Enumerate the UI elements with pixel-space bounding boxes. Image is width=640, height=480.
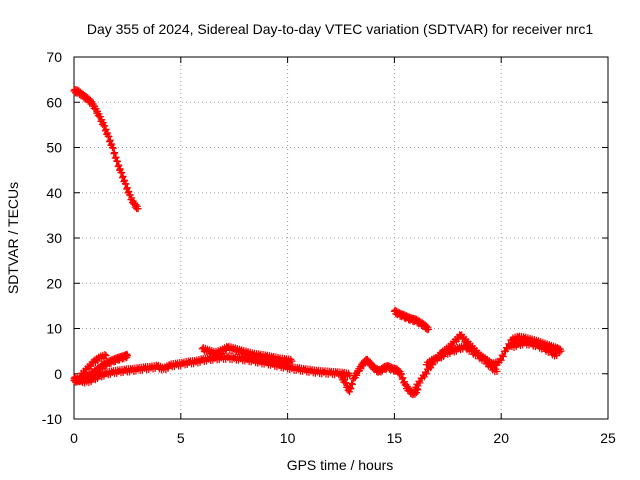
data-point bbox=[399, 374, 407, 382]
data-point bbox=[98, 116, 106, 124]
x-tick-label: 5 bbox=[177, 430, 185, 446]
x-tick-label: 15 bbox=[387, 430, 403, 446]
data-point bbox=[110, 150, 118, 158]
data-point bbox=[553, 352, 561, 360]
data-point bbox=[96, 113, 104, 121]
data-point bbox=[499, 352, 507, 360]
data-point bbox=[116, 165, 124, 173]
x-axis-title: GPS time / hours bbox=[287, 457, 394, 473]
x-tick-label: 20 bbox=[493, 430, 509, 446]
data-point bbox=[498, 351, 506, 359]
y-tick-label: 60 bbox=[46, 94, 62, 110]
axis-ticks: 0 5 10 15 20 25 -10 0 10 20 30 40 50 60 70 bbox=[42, 49, 616, 446]
data-point bbox=[132, 201, 140, 209]
data-point bbox=[412, 389, 420, 397]
data-point bbox=[122, 180, 130, 188]
data-point bbox=[112, 153, 120, 161]
data-point bbox=[493, 367, 501, 375]
data-point bbox=[504, 345, 512, 353]
data-point bbox=[347, 385, 355, 393]
data-point bbox=[425, 325, 433, 333]
data-point bbox=[128, 194, 136, 202]
data-point bbox=[102, 352, 110, 360]
data-point bbox=[348, 380, 356, 388]
data-point bbox=[422, 370, 430, 378]
y-tick-label: 0 bbox=[54, 366, 62, 382]
y-tick-label: 30 bbox=[46, 230, 62, 246]
data-point bbox=[101, 122, 109, 130]
data-point bbox=[101, 350, 109, 358]
x-tick-label: 10 bbox=[280, 430, 296, 446]
data-point bbox=[342, 379, 350, 387]
y-axis-title: SDTVAR / TECUs bbox=[5, 182, 21, 294]
y-tick-label: 20 bbox=[46, 275, 62, 291]
data-point bbox=[108, 140, 116, 148]
data-point bbox=[121, 176, 129, 184]
data-point bbox=[99, 119, 107, 127]
data-point bbox=[557, 347, 565, 355]
y-tick-label: 70 bbox=[46, 49, 62, 65]
data-point bbox=[357, 365, 365, 373]
data-point bbox=[346, 384, 354, 392]
data-point bbox=[105, 132, 113, 140]
data-point bbox=[113, 157, 121, 165]
data-point bbox=[398, 370, 406, 378]
data-point bbox=[134, 205, 142, 213]
chart-title: Day 355 of 2024, Sidereal Day-to-day VTE… bbox=[87, 21, 593, 37]
data-point bbox=[353, 371, 361, 379]
data-point bbox=[81, 369, 89, 377]
y-tick-label: 40 bbox=[46, 185, 62, 201]
data-point bbox=[87, 362, 95, 370]
data-point bbox=[108, 144, 116, 151]
data-point bbox=[109, 144, 117, 152]
data-point bbox=[115, 161, 123, 169]
data-point bbox=[288, 357, 296, 365]
grid bbox=[74, 57, 608, 419]
data-point bbox=[102, 125, 110, 133]
data-point bbox=[377, 368, 385, 376]
data-point bbox=[118, 169, 126, 177]
y-tick-label: 10 bbox=[46, 321, 62, 337]
data-point bbox=[125, 188, 133, 196]
data-point bbox=[348, 379, 356, 387]
data-point bbox=[123, 184, 131, 192]
y-tick-label: -10 bbox=[42, 411, 62, 427]
data-point bbox=[123, 352, 131, 360]
data-point bbox=[126, 191, 134, 199]
x-tick-label: 0 bbox=[70, 430, 78, 446]
data-point bbox=[103, 129, 111, 137]
data-point bbox=[416, 379, 424, 387]
data-point bbox=[497, 356, 505, 364]
data-points bbox=[70, 86, 565, 399]
data-point bbox=[119, 172, 127, 180]
y-tick-label: 50 bbox=[46, 140, 62, 156]
data-point bbox=[111, 149, 119, 157]
data-point bbox=[106, 136, 114, 144]
data-point bbox=[411, 390, 419, 398]
x-tick-label: 25 bbox=[600, 430, 616, 446]
